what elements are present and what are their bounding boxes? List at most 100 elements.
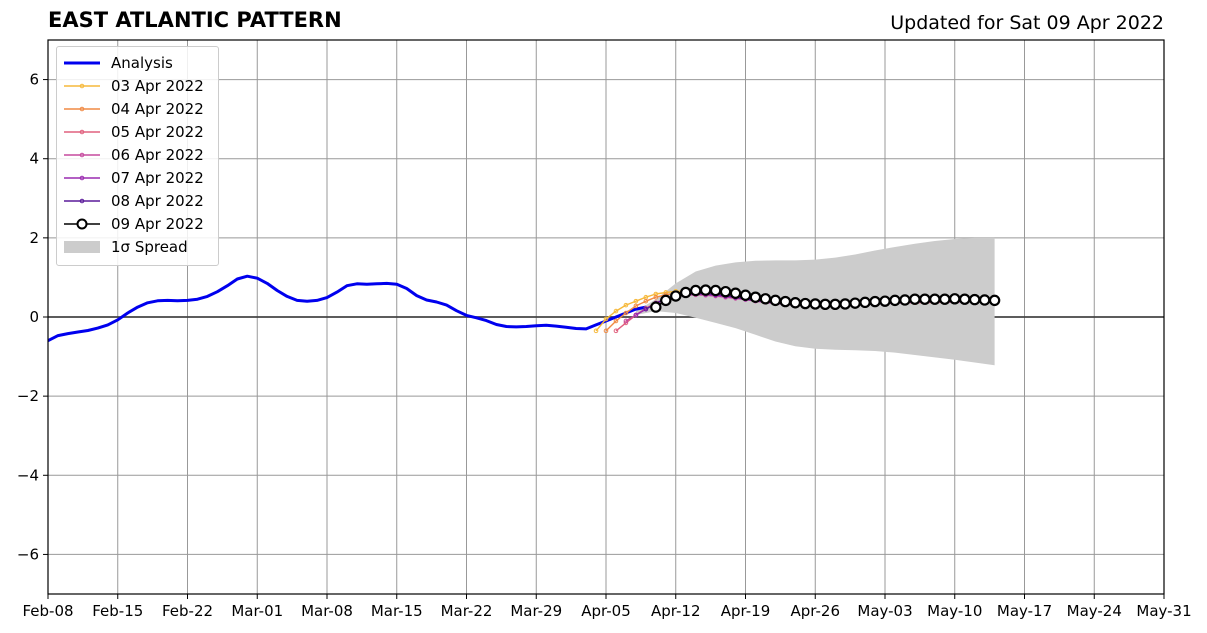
- legend-swatch: [64, 240, 100, 253]
- x-tick-label: Mar-08: [301, 602, 353, 620]
- legend-swatch: [64, 106, 100, 111]
- legend-swatch: [64, 175, 100, 180]
- legend-swatch: [64, 198, 100, 203]
- data-point: [633, 298, 639, 304]
- data-point: [653, 294, 659, 300]
- data-point: [729, 287, 742, 299]
- data-point: [623, 310, 629, 316]
- data-point: [779, 295, 792, 308]
- legend-swatch: [64, 61, 100, 64]
- data-point: [849, 297, 861, 309]
- x-tick-label: May-03: [857, 602, 912, 620]
- data-point: [819, 298, 831, 311]
- x-tick-label: May-24: [1067, 602, 1122, 620]
- data-point: [650, 301, 662, 313]
- chart-title: EAST ATLANTIC PATTERN: [48, 8, 342, 32]
- data-point: [799, 297, 811, 310]
- y-tick-label: 4: [29, 150, 39, 168]
- data-point: [719, 285, 732, 298]
- legend-swatch: [64, 152, 100, 157]
- y-tick-label: −6: [17, 545, 39, 563]
- legend-label: 07 Apr 2022: [111, 168, 204, 187]
- legend-item: 06 Apr 2022: [63, 143, 212, 166]
- y-tick-label: −2: [17, 387, 39, 405]
- data-point: [699, 284, 712, 296]
- data-point: [749, 291, 762, 303]
- data-point: [660, 294, 672, 307]
- data-point: [709, 284, 722, 297]
- legend-item: 03 Apr 2022: [63, 74, 212, 97]
- data-point: [929, 293, 941, 305]
- x-tick-label: Apr-05: [581, 602, 631, 620]
- x-tick-label: Feb-22: [162, 602, 213, 620]
- data-point: [809, 298, 821, 310]
- legend-label: 09 Apr 2022: [111, 214, 204, 233]
- legend-item: 1σ Spread: [63, 235, 212, 258]
- data-point: [623, 320, 629, 326]
- legend-swatch: [64, 83, 100, 88]
- legend-swatch: [64, 218, 100, 229]
- data-point: [670, 290, 682, 302]
- y-tick-label: −4: [17, 466, 39, 484]
- data-point: [959, 293, 971, 305]
- data-point: [613, 308, 619, 314]
- x-tick-label: Feb-15: [92, 602, 143, 620]
- data-point: [879, 295, 891, 307]
- data-point: [978, 294, 991, 306]
- x-tick-label: Apr-26: [791, 602, 841, 620]
- x-tick-label: May-17: [997, 602, 1052, 620]
- x-tick-label: Mar-29: [510, 602, 562, 620]
- data-point: [603, 316, 609, 322]
- data-point: [949, 293, 961, 305]
- legend-label: 1σ Spread: [111, 237, 188, 256]
- data-point: [829, 298, 841, 311]
- x-tick-label: Feb-08: [22, 602, 73, 620]
- legend-swatch: [64, 129, 100, 134]
- series-line-analysis: [48, 274, 647, 343]
- data-point: [988, 294, 1001, 307]
- x-tick-label: Mar-01: [231, 602, 283, 620]
- data-point: [643, 306, 649, 312]
- x-tick-label: Apr-19: [721, 602, 771, 620]
- data-point: [613, 328, 619, 334]
- data-point: [859, 296, 871, 309]
- data-point: [633, 303, 639, 309]
- y-tick-label: 0: [29, 308, 39, 326]
- updated-date: Updated for Sat 09 Apr 2022: [890, 12, 1164, 34]
- x-tick-label: Apr-12: [651, 602, 701, 620]
- y-tick-label: 2: [29, 229, 39, 247]
- data-point: [869, 295, 881, 308]
- data-point: [643, 298, 649, 304]
- legend-item: 08 Apr 2022: [63, 189, 212, 212]
- data-point: [623, 302, 629, 308]
- legend-label: 04 Apr 2022: [111, 99, 204, 118]
- data-point: [919, 293, 931, 305]
- legend-item: Analysis: [63, 51, 212, 74]
- x-tick-label: May-10: [927, 602, 982, 620]
- legend-item: 05 Apr 2022: [63, 120, 212, 143]
- data-point: [899, 294, 911, 306]
- data-point: [680, 286, 692, 299]
- data-point: [839, 298, 851, 310]
- data-point: [968, 293, 981, 306]
- data-point: [613, 318, 619, 324]
- data-point: [633, 312, 639, 318]
- legend-label: 08 Apr 2022: [111, 191, 204, 210]
- y-tick-label: 6: [29, 71, 39, 89]
- data-point: [889, 294, 901, 307]
- data-point: [909, 293, 921, 305]
- x-tick-label: Mar-15: [371, 602, 423, 620]
- legend: Analysis 03 Apr 2022 04 Apr 2022 05 Apr 202…: [56, 46, 219, 266]
- legend-label: 05 Apr 2022: [111, 122, 204, 141]
- legend-label: 06 Apr 2022: [111, 145, 204, 164]
- x-tick-label: Mar-22: [441, 602, 493, 620]
- data-point: [603, 328, 609, 334]
- data-point: [939, 293, 951, 305]
- legend-label: 03 Apr 2022: [111, 76, 204, 95]
- data-point: [739, 289, 752, 301]
- data-point: [769, 294, 782, 307]
- data-point: [623, 318, 629, 324]
- data-point: [789, 297, 802, 309]
- x-tick-label: May-31: [1136, 602, 1191, 620]
